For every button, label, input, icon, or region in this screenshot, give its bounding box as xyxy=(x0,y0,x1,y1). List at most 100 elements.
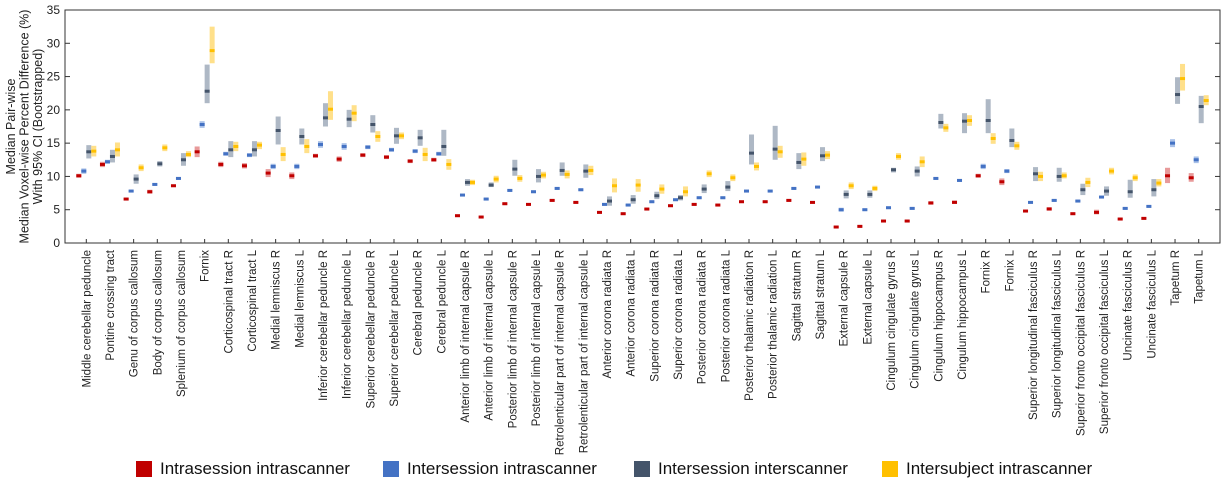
y-tick-label: 15 xyxy=(47,136,61,150)
median-marker xyxy=(104,160,110,164)
x-tick-label: Splenium of corpus callosum xyxy=(176,250,188,397)
median-marker xyxy=(270,164,276,168)
median-marker xyxy=(398,134,404,138)
x-tick-label: Superior corona radiata R xyxy=(649,250,661,382)
median-marker xyxy=(909,206,915,210)
median-marker xyxy=(1085,180,1091,184)
ci-bar xyxy=(985,99,991,134)
median-marker xyxy=(299,134,305,138)
median-marker xyxy=(535,174,541,178)
median-marker xyxy=(251,148,257,152)
y-tick-label: 10 xyxy=(47,169,61,183)
median-marker xyxy=(881,219,887,223)
median-marker xyxy=(209,49,215,53)
median-marker xyxy=(1004,169,1010,173)
median-marker xyxy=(730,176,736,180)
median-marker xyxy=(199,123,205,127)
median-marker xyxy=(611,184,617,188)
x-tick-label: Posterior thalamic radiation R xyxy=(744,250,756,401)
median-marker xyxy=(233,144,239,148)
x-tick-label: Inferior cerebellar peduncle R xyxy=(318,250,330,401)
median-marker xyxy=(1203,99,1209,103)
median-marker xyxy=(772,147,778,151)
median-marker xyxy=(407,159,413,163)
median-marker xyxy=(1104,189,1110,193)
median-marker xyxy=(777,150,783,154)
y-tick-label: 35 xyxy=(47,3,61,17)
median-marker xyxy=(86,150,92,154)
median-marker xyxy=(412,149,418,153)
x-tick-label: Sagittal stratum R xyxy=(791,250,803,341)
median-marker xyxy=(943,126,949,130)
median-marker xyxy=(1023,209,1029,213)
median-marker xyxy=(1109,169,1115,173)
median-marker xyxy=(967,119,973,123)
median-marker xyxy=(820,154,826,158)
median-marker xyxy=(933,176,939,180)
median-marker xyxy=(754,164,760,168)
median-marker xyxy=(1033,172,1039,176)
median-marker xyxy=(540,173,546,177)
median-marker xyxy=(678,196,684,200)
median-marker xyxy=(1009,138,1015,142)
median-marker xyxy=(635,183,641,187)
median-marker xyxy=(81,169,87,173)
legend-swatch xyxy=(383,461,399,477)
median-marker xyxy=(459,193,465,197)
median-marker xyxy=(304,144,310,148)
median-marker xyxy=(838,208,844,212)
x-tick-label: Superior corona radiata L xyxy=(673,249,685,379)
x-tick-label: Superior cerebellar peduncle L xyxy=(389,249,401,406)
median-marker xyxy=(128,189,134,193)
ci-bar xyxy=(1175,77,1181,104)
ci-bar xyxy=(209,26,215,64)
median-marker xyxy=(564,172,570,176)
median-marker xyxy=(218,162,224,166)
ci-bar xyxy=(441,129,447,156)
legend-swatch xyxy=(136,461,152,477)
x-tick-label: Uncinate fasciculus L xyxy=(1146,249,1158,358)
ci-bar xyxy=(1127,179,1133,198)
x-tick-label: Superior longitudinal fasciculus R xyxy=(1028,250,1040,420)
median-marker xyxy=(644,207,650,211)
x-tick-label: Anterior corona radiata L xyxy=(626,249,638,376)
median-marker xyxy=(431,158,437,162)
median-marker xyxy=(862,208,868,212)
x-tick-label: Middle cerebellar peduncle xyxy=(81,250,93,387)
x-tick-label: Superior cerebellar peduncle R xyxy=(365,250,377,409)
x-tick-label: Posterior limb of internal capsule R xyxy=(507,250,519,428)
ci-bar xyxy=(1198,95,1204,124)
median-marker xyxy=(312,154,318,158)
median-marker xyxy=(720,196,726,200)
median-marker xyxy=(1180,77,1186,81)
median-marker xyxy=(810,200,816,204)
median-marker xyxy=(601,202,607,206)
x-tick-label: Fornix xyxy=(200,250,212,282)
median-marker xyxy=(739,200,745,204)
y-tick-label: 30 xyxy=(47,36,61,50)
median-marker xyxy=(114,148,120,152)
median-marker xyxy=(341,144,347,148)
median-marker xyxy=(351,111,357,115)
median-marker xyxy=(512,167,518,171)
median-marker xyxy=(375,134,381,138)
x-tick-label: Corticospinal tract L xyxy=(247,249,259,351)
median-marker xyxy=(1198,105,1204,109)
legend-swatch xyxy=(634,461,650,477)
median-marker xyxy=(596,210,602,214)
median-marker xyxy=(388,148,394,152)
median-marker xyxy=(223,152,229,156)
x-tick-label: Superior fronto occipital fasciculus L xyxy=(1099,249,1111,434)
median-marker xyxy=(327,107,333,111)
median-marker xyxy=(554,186,560,190)
legend-label: Intersession intrascanner xyxy=(407,459,597,478)
median-marker xyxy=(919,160,925,164)
median-marker xyxy=(322,116,328,120)
x-tick-label: Tapetum R xyxy=(1170,250,1182,306)
median-marker xyxy=(725,185,731,189)
median-marker xyxy=(502,202,508,206)
ci-bar xyxy=(204,64,210,104)
median-marker xyxy=(1193,158,1199,162)
x-tick-label: Uncinate fasciculus R xyxy=(1123,250,1135,361)
median-marker xyxy=(791,186,797,190)
